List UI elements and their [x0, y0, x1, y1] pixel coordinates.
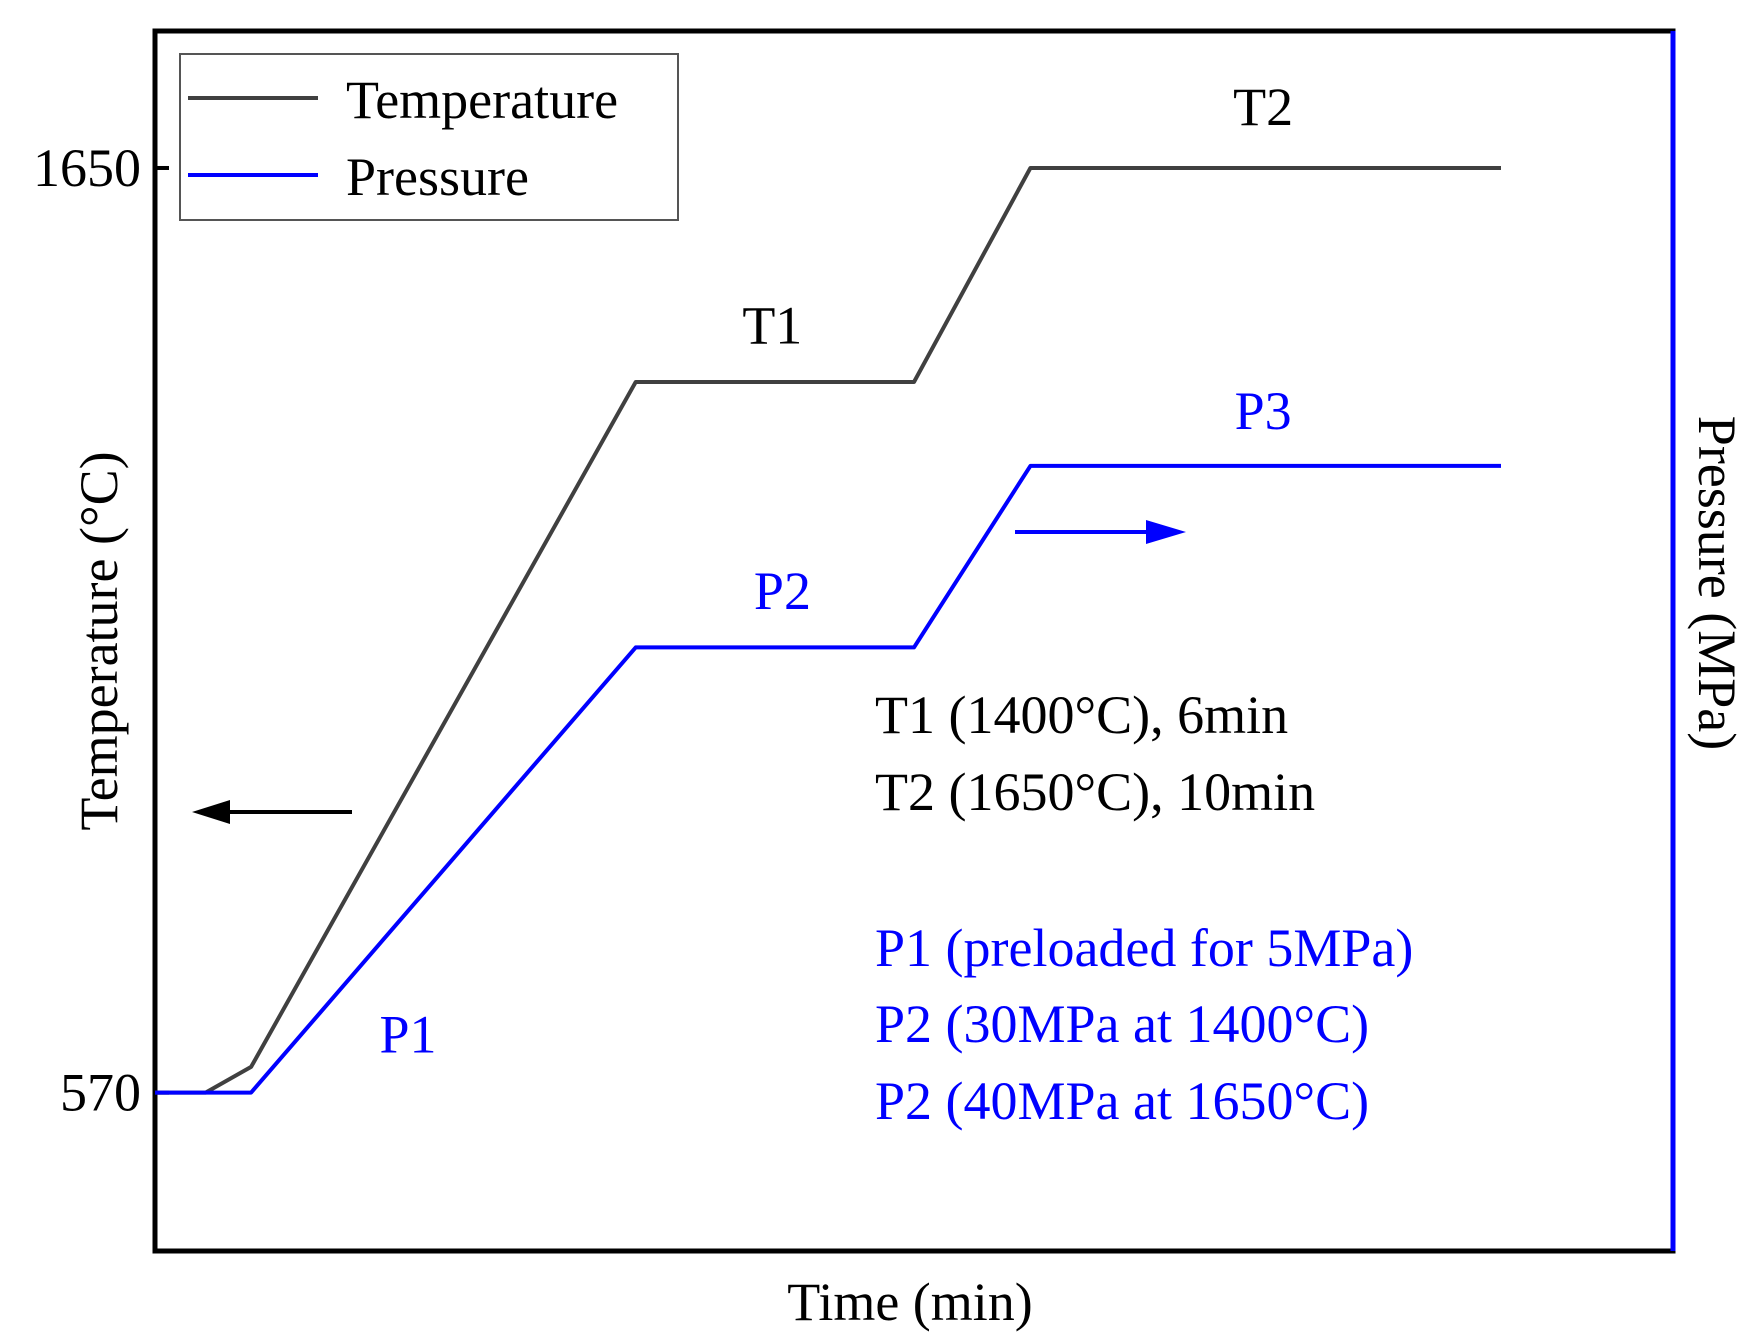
- segment-label-t1: T1: [742, 295, 802, 355]
- note-t1: T1 (1400°C), 6min: [875, 685, 1288, 745]
- x-axis-title: Time (min): [787, 1272, 1033, 1332]
- y-ticks: 570 1650: [33, 138, 169, 1123]
- segment-labels: T1 T2 P1 P2 P3: [379, 77, 1293, 1064]
- note-p2-40mpa: P2 (40MPa at 1650°C): [875, 1071, 1369, 1131]
- segment-label-p3: P3: [1235, 381, 1292, 441]
- segment-label-t2: T2: [1233, 77, 1293, 137]
- note-p1: P1 (preloaded for 5MPa): [875, 918, 1413, 978]
- series-line-pressure: [155, 463, 1501, 1095]
- note-t2: T2 (1650°C), 10min: [875, 762, 1315, 822]
- legend-label-temperature: Temperature: [346, 70, 618, 130]
- y-axis-title: Temperature (°C): [69, 451, 129, 830]
- legend-box: [179, 53, 679, 221]
- y-tick-label: 570: [60, 1063, 141, 1123]
- segment-label-p2: P2: [754, 561, 811, 621]
- segment-label-p1: P1: [379, 1004, 436, 1064]
- y-tick-label: 1650: [33, 138, 141, 198]
- y2-axis-title: Pressure (MPa): [1687, 416, 1747, 750]
- temperature-axis-arrow: [192, 800, 352, 824]
- legend-label-pressure: Pressure: [346, 147, 529, 207]
- legend: Temperature Pressure: [179, 53, 679, 221]
- pressure-axis-arrow: [1015, 520, 1186, 544]
- note-p2-30mpa: P2 (30MPa at 1400°C): [875, 994, 1369, 1054]
- series-layer: [155, 166, 1501, 1095]
